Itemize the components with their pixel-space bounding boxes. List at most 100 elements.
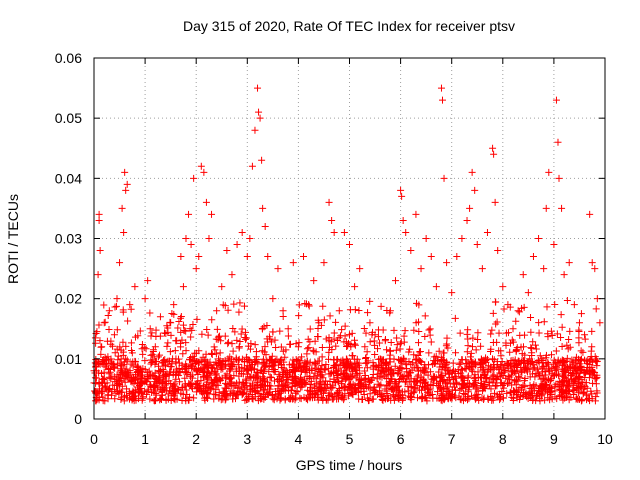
noise-point [314,371,322,379]
noise-point [271,336,279,344]
noise-point [402,378,410,386]
data-point [407,247,415,255]
noise-point [443,358,451,366]
noise-point [521,331,529,339]
noise-point [533,393,541,401]
noise-point [141,357,149,365]
noise-point [458,380,466,388]
data-point [172,337,180,345]
noise-point [301,299,309,307]
noise-point [238,363,246,371]
noise-point [233,336,241,344]
noise-point [178,397,186,405]
noise-point [332,342,340,350]
noise-point [566,327,574,335]
noise-point [535,319,543,327]
noise-point [156,332,164,340]
noise-point [303,357,311,365]
noise-point [269,362,277,370]
noise-point [376,339,384,347]
data-point [478,265,486,273]
noise-point [257,366,265,374]
noise-point [528,358,536,366]
data-point [315,319,323,327]
noise-point [179,321,187,329]
noise-point [279,347,287,355]
x-tick-label: 3 [243,431,251,447]
noise-point [154,384,162,392]
data-point [330,228,338,236]
noise-point [528,344,536,352]
noise-point [239,370,247,378]
noise-point [458,373,466,381]
noise-point [351,382,359,390]
data-point [499,283,507,291]
noise-point [470,380,478,388]
noise-point [101,379,109,387]
noise-point [181,380,189,388]
noise-point [371,341,379,349]
noise-point [155,373,163,381]
noise-point [510,359,518,367]
noise-point [170,301,178,309]
noise-point [107,374,115,382]
noise-point [341,322,349,330]
noise-point [168,309,176,317]
noise-point [222,393,230,401]
noise-point [467,353,475,361]
data-point [126,301,134,309]
data-point [146,325,154,333]
noise-point [536,397,544,405]
noise-point [480,372,488,380]
noise-point [185,396,193,404]
noise-point [558,389,566,397]
noise-point [463,348,471,356]
noise-point [161,356,169,364]
data-point [103,361,111,369]
data-point [261,222,269,230]
noise-point [376,391,384,399]
noise-point [182,339,190,347]
chart-title: Day 315 of 2020, Rate Of TEC Index for r… [183,18,515,34]
scatter-series-roti [90,84,604,387]
noise-point [493,391,501,399]
noise-point [156,351,164,359]
noise-point [433,394,441,402]
noise-point [559,357,567,365]
noise-point [207,385,215,393]
noise-point [281,353,289,361]
noise-point [286,340,294,348]
data-point [269,295,277,303]
noise-point [385,366,393,374]
noise-point [536,388,544,396]
noise-point [331,378,339,386]
data-point [179,283,187,291]
noise-point [406,345,414,353]
noise-point [251,341,259,349]
noise-point [216,377,224,385]
noise-point [148,329,156,337]
noise-point [575,334,583,342]
noise-point [427,368,435,376]
noise-point [200,394,208,402]
noise-point [578,355,586,363]
noise-point [401,327,409,335]
noise-point [208,316,216,324]
noise-point [327,384,335,392]
data-point [325,198,333,206]
noise-point [267,338,275,346]
noise-point [544,375,552,383]
noise-point [103,337,111,345]
noise-point [442,364,450,372]
noise-point [361,381,369,389]
noise-point [397,356,405,364]
noise-point [366,338,374,346]
noise-point [188,362,196,370]
noise-point [332,318,340,326]
noise-point [518,386,526,394]
noise-point [502,329,510,337]
data-point [458,235,466,242]
noise-point [557,311,565,319]
noise-point [512,348,520,356]
noise-point [435,347,443,355]
